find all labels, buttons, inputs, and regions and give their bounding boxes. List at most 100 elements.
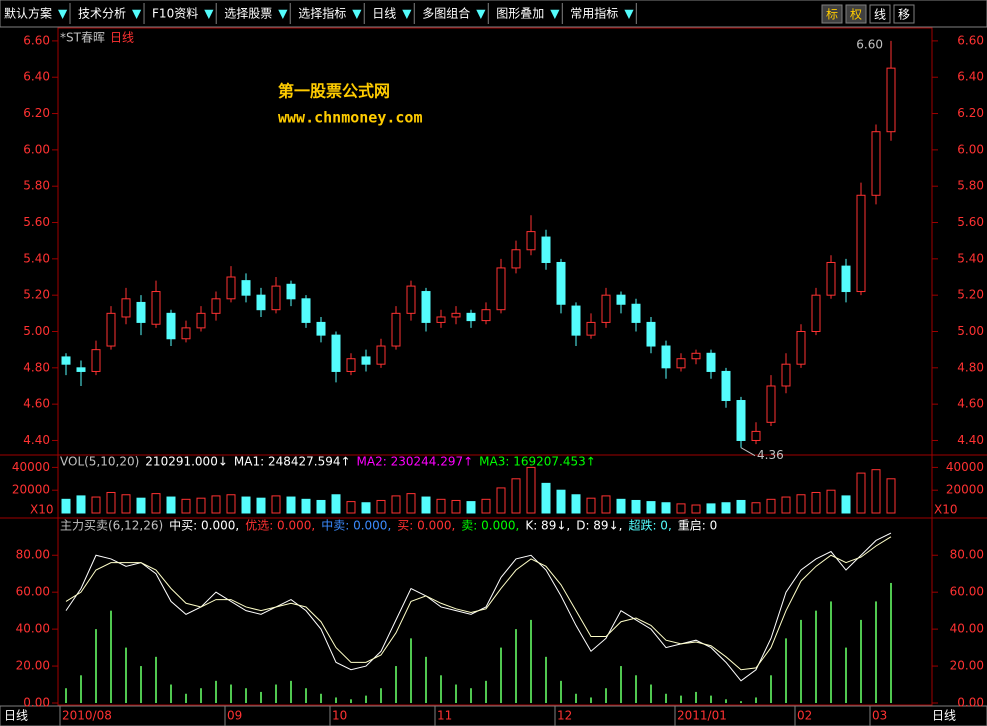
y-tick-label: 6.00 bbox=[23, 142, 50, 156]
toolbar-button[interactable]: 选择指标 bbox=[298, 6, 346, 21]
volume-bar bbox=[151, 493, 161, 514]
candle-body bbox=[76, 367, 86, 372]
x-tick-label: 2010/08 bbox=[62, 709, 112, 723]
candle-body bbox=[751, 430, 761, 441]
high-label: 6.60 bbox=[856, 37, 883, 51]
toolbar-button[interactable]: F10资料 bbox=[152, 7, 198, 21]
candle-body bbox=[106, 312, 116, 347]
candle-body bbox=[316, 321, 326, 336]
indicator-header: 210291.000↓ bbox=[145, 455, 228, 469]
volume-bar bbox=[76, 495, 86, 514]
y-tick-label: 5.60 bbox=[957, 215, 984, 229]
toolbar-icon-label[interactable]: 线 bbox=[874, 8, 886, 22]
volume-bar bbox=[346, 501, 356, 514]
candle-body bbox=[181, 327, 191, 340]
volume-bar bbox=[586, 497, 596, 514]
volume-bar bbox=[406, 493, 416, 514]
volume-bar bbox=[661, 502, 671, 514]
x-tick-label: 03 bbox=[872, 709, 887, 723]
volume-bar bbox=[631, 499, 641, 514]
candle-body bbox=[376, 345, 386, 365]
candle-body bbox=[511, 249, 521, 269]
volume-bar bbox=[871, 469, 881, 514]
candle-body bbox=[601, 294, 611, 323]
y-tick-label: 5.00 bbox=[23, 324, 50, 338]
volume-bar bbox=[271, 495, 281, 514]
toolbar-button[interactable]: 技术分析 bbox=[78, 7, 126, 21]
y-tick-label: 5.60 bbox=[23, 215, 50, 229]
candle-body bbox=[136, 301, 146, 323]
indicator-header: K: 89↓, bbox=[525, 519, 570, 533]
volume-bar bbox=[136, 497, 146, 514]
y-tick-label: 20.00 bbox=[950, 659, 984, 673]
indicator-header: D: 89↓, bbox=[576, 519, 622, 533]
candle-body bbox=[571, 305, 581, 336]
toolbar-icon-label[interactable]: 移 bbox=[898, 8, 910, 22]
volume-bar bbox=[811, 491, 821, 514]
indicator-header: MA2: 230244.297↑ bbox=[357, 455, 474, 469]
volume-bar bbox=[286, 496, 296, 514]
volume-bar bbox=[886, 478, 896, 514]
candle-body bbox=[241, 280, 251, 296]
candle-body bbox=[766, 385, 776, 423]
volume-bar bbox=[91, 496, 101, 514]
y-tick-label: 20000 bbox=[12, 483, 50, 497]
stock-name: *ST春晖 bbox=[60, 31, 105, 45]
indicator-header: 卖: 0.000, bbox=[461, 519, 519, 533]
y-tick-label: 6.60 bbox=[23, 33, 50, 47]
toolbar-icon-label[interactable]: 标 bbox=[826, 8, 838, 22]
y-tick-label: 40000 bbox=[946, 460, 984, 474]
candle-body bbox=[556, 261, 566, 305]
toolbar-button[interactable]: 图形叠加 bbox=[496, 7, 544, 21]
indicator-header: 中买: 0.000, bbox=[169, 518, 239, 533]
y-tick-label: 6.00 bbox=[957, 142, 984, 156]
status-bar bbox=[0, 705, 987, 726]
candle-body bbox=[211, 298, 221, 314]
y-tick-label: 5.00 bbox=[957, 324, 984, 338]
toolbar-icon-button[interactable] bbox=[821, 4, 843, 24]
y-tick-label: 5.40 bbox=[957, 251, 984, 265]
y-tick-label: 60.00 bbox=[950, 585, 984, 599]
y-tick-label: 40000 bbox=[12, 460, 50, 474]
toolbar-icon-button[interactable] bbox=[845, 4, 867, 24]
toolbar-button[interactable]: 默认方案 bbox=[4, 6, 52, 21]
candle-body bbox=[391, 312, 401, 347]
volume-bar bbox=[751, 502, 761, 514]
y-tick-label: 20.00 bbox=[16, 659, 50, 673]
dropdown-arrow: ▼ bbox=[58, 7, 68, 21]
toolbar-button[interactable]: 选择股票 bbox=[224, 7, 272, 21]
y-tick-label: 6.40 bbox=[957, 70, 984, 84]
y-tick-label: 5.40 bbox=[23, 251, 50, 265]
candle-body bbox=[526, 231, 536, 251]
volume-bar bbox=[571, 494, 581, 514]
toolbar-button[interactable]: 日线 bbox=[372, 7, 396, 21]
candle-body bbox=[301, 298, 311, 323]
volume-bar bbox=[106, 491, 116, 514]
y-tick-label: 6.20 bbox=[957, 106, 984, 120]
indicator-header: 买: 0.000, bbox=[397, 519, 455, 533]
candle-body bbox=[436, 316, 446, 323]
y-tick-label: 80.00 bbox=[950, 548, 984, 562]
candle-body bbox=[451, 312, 461, 318]
volume-bar bbox=[241, 496, 251, 514]
indicator-header: 中卖: 0.000, bbox=[321, 518, 391, 533]
volume-bar bbox=[481, 498, 491, 514]
candle-body bbox=[706, 352, 716, 372]
volume-multiplier: X10 bbox=[934, 503, 958, 517]
dropdown-arrow: ▼ bbox=[132, 7, 142, 21]
candle-body bbox=[421, 291, 431, 323]
candle-body bbox=[886, 67, 896, 133]
indicator-line bbox=[65, 536, 892, 671]
indicator-header: 优选: 0.000, bbox=[245, 519, 315, 533]
volume-bar bbox=[856, 472, 866, 514]
volume-bar bbox=[166, 496, 176, 514]
indicator-header: MA3: 169207.453↑ bbox=[479, 455, 596, 469]
dropdown-arrow: ▼ bbox=[352, 7, 362, 21]
toolbar-button[interactable]: 多图组合 bbox=[422, 6, 470, 21]
toolbar-icon-label[interactable]: 权 bbox=[850, 8, 862, 22]
toolbar-button[interactable]: 常用指标 bbox=[570, 6, 618, 21]
toolbar-icon-button[interactable] bbox=[893, 4, 915, 24]
y-tick-label: 4.60 bbox=[23, 397, 50, 411]
footer-period: 日线 bbox=[932, 709, 956, 723]
toolbar-icon-button[interactable] bbox=[869, 4, 891, 24]
